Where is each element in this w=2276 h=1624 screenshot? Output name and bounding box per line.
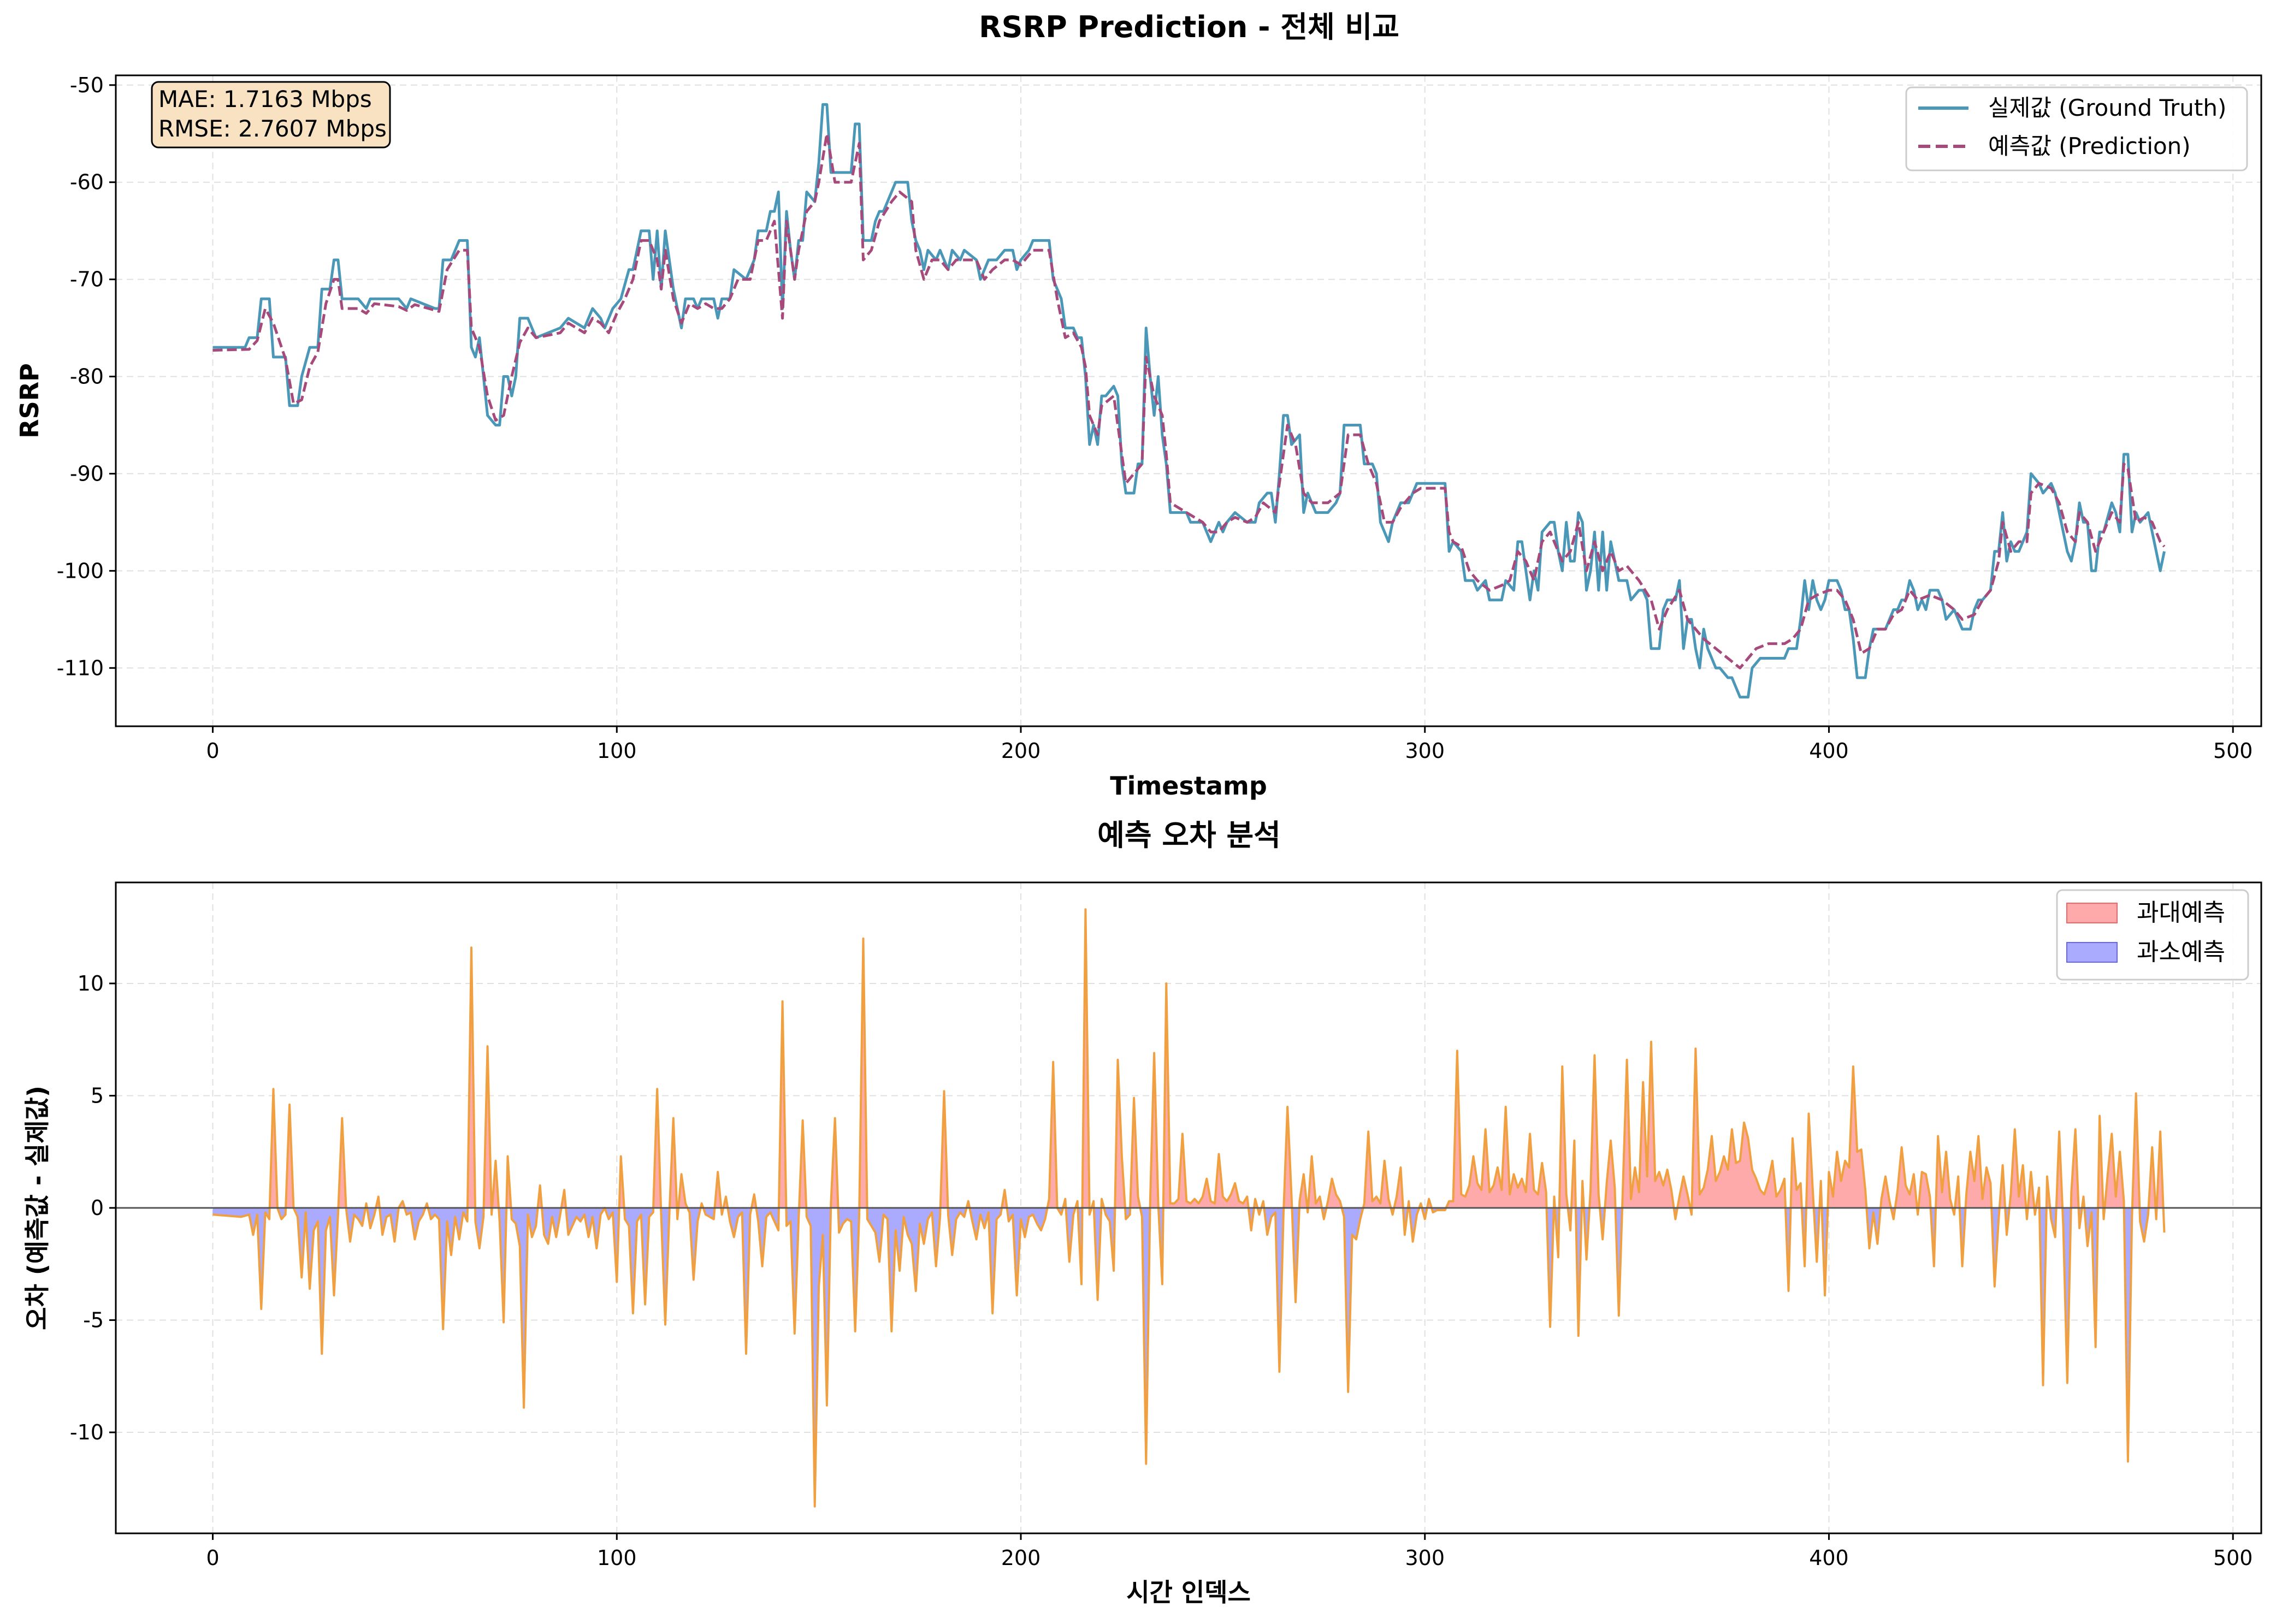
error-chart-ticks: 0 100 200 300 400 500 10 5 0 -5 -10 bbox=[70, 971, 2253, 1570]
rsrp-ytick-label: -110 bbox=[57, 656, 104, 680]
metrics-annotation-box bbox=[151, 81, 391, 149]
rsrp-chart-ylabel: RSRP bbox=[15, 363, 44, 438]
error-legend: 과대예측 과소예측 bbox=[2056, 889, 2249, 981]
error-chart-xlabel: 시간 인덱스 bbox=[1126, 1578, 1251, 1607]
rsrp-xtick-label: 400 bbox=[1809, 739, 1849, 763]
ground-truth-line bbox=[212, 103, 2166, 699]
error-xtick-label: 0 bbox=[206, 1546, 219, 1570]
rsrp-xtick-label: 200 bbox=[1001, 739, 1041, 763]
rmse-text: RMSE: 2.7607 Mbps bbox=[158, 115, 387, 142]
metrics-annotation: MAE: 1.7163 Mbps RMSE: 2.7607 Mbps bbox=[151, 81, 391, 149]
rsrp-ytick-label: -70 bbox=[70, 268, 104, 292]
legend-underpredict-swatch bbox=[2066, 942, 2118, 963]
legend-underpredict-label: 과소예측 bbox=[2137, 938, 2225, 966]
rsrp-ytick-label: -100 bbox=[57, 559, 104, 583]
rsrp-ytick-label: -80 bbox=[70, 365, 104, 389]
error-xtick-label: 300 bbox=[1405, 1546, 1445, 1570]
rsrp-ytick-label: -90 bbox=[70, 461, 104, 485]
error-ytick-label: -5 bbox=[83, 1308, 104, 1332]
rsrp-xtick-label: 500 bbox=[2213, 739, 2253, 763]
mae-text: MAE: 1.7163 Mbps bbox=[158, 86, 372, 112]
rsrp-chart-series bbox=[212, 103, 2166, 699]
error-chart-title: 예측 오차 분석 bbox=[1097, 818, 1281, 852]
error-xtick-label: 500 bbox=[2213, 1546, 2253, 1570]
error-line bbox=[212, 908, 2166, 1508]
rsrp-legend: 실제값 (Ground Truth) 예측값 (Prediction) bbox=[1905, 86, 2248, 171]
rsrp-chart-xlabel: Timestamp bbox=[1110, 771, 1267, 801]
prediction-line bbox=[212, 132, 2166, 669]
rsrp-chart-frame bbox=[115, 74, 2262, 727]
error-ytick-label: 5 bbox=[91, 1083, 104, 1107]
rsrp-ytick-label: -60 bbox=[70, 170, 104, 194]
error-chart: 예측 오차 분석 0 100 200 300 400 500 10 5 0 -5 -10 시간 인덱… bbox=[22, 818, 2262, 1607]
error-xtick-label: 400 bbox=[1809, 1546, 1849, 1570]
error-chart-series bbox=[116, 908, 2261, 1508]
error-ytick-label: 0 bbox=[91, 1196, 104, 1220]
error-xtick-label: 200 bbox=[1001, 1546, 1041, 1570]
rsrp-chart-title: RSRP Prediction - 전체 비교 bbox=[979, 10, 1399, 44]
legend-overpredict-label: 과대예측 bbox=[2137, 899, 2225, 927]
rsrp-chart-grid bbox=[116, 75, 2261, 726]
rsrp-chart-ticks: 0 100 200 300 400 500 -50 -60 -70 -80 -90 -100 -110 bbox=[57, 73, 2253, 763]
legend-ground-truth-label: 실제값 (Ground Truth) bbox=[1988, 94, 2226, 121]
error-ytick-label: -10 bbox=[70, 1420, 104, 1444]
rsrp-ytick-label: -50 bbox=[70, 73, 104, 97]
rsrp-xtick-label: 100 bbox=[597, 739, 637, 763]
rsrp-chart: RSRP Prediction - 전체 비교 0 100 200 300 400 500… bbox=[15, 10, 2262, 801]
error-xtick-label: 100 bbox=[597, 1546, 637, 1570]
rsrp-xtick-label: 300 bbox=[1405, 739, 1445, 763]
legend-overpredict-swatch bbox=[2066, 903, 2118, 923]
error-chart-ylabel: 오차 (예측값 - 실제값) bbox=[22, 1086, 52, 1330]
error-ytick-label: 10 bbox=[78, 971, 104, 995]
rsrp-xtick-label: 0 bbox=[206, 739, 219, 763]
rsrp-legend-box bbox=[1905, 86, 2248, 171]
legend-prediction-label: 예측값 (Prediction) bbox=[1988, 133, 2191, 159]
